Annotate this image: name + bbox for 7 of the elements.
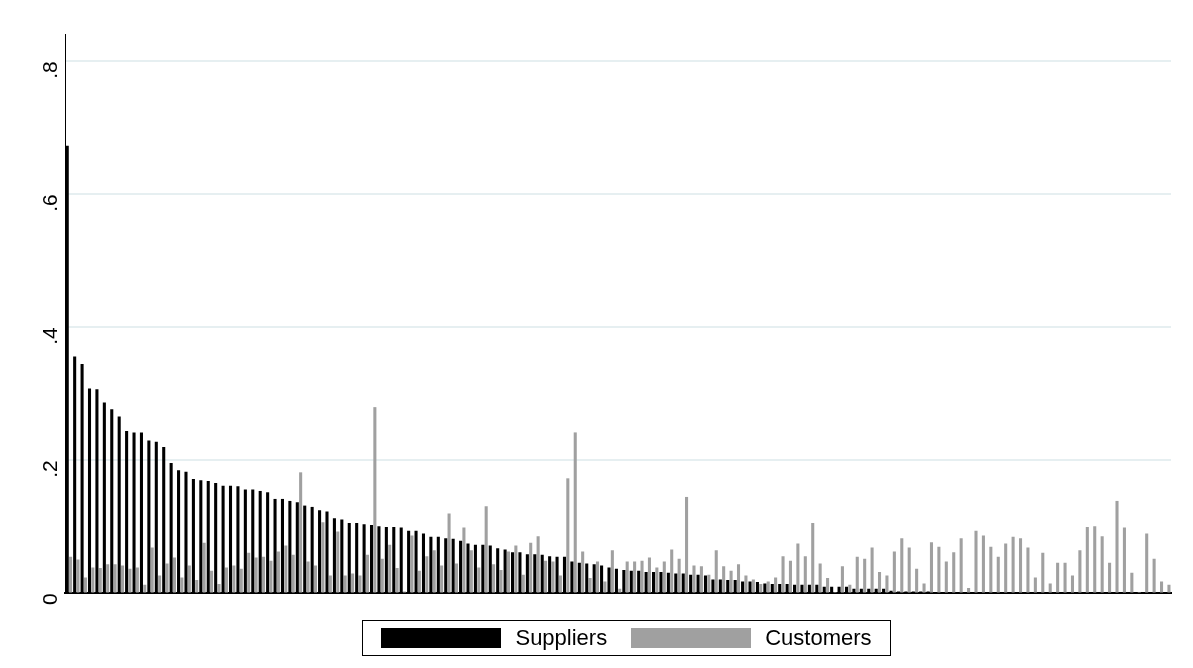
- y-tick-label: 0: [38, 593, 61, 606]
- y-tick-label: .8: [38, 61, 61, 79]
- y-tick-label: .2: [38, 460, 61, 478]
- y-tick-label: .4: [38, 326, 61, 345]
- series-label: Customers: [765, 625, 872, 651]
- series-label: Suppliers: [515, 625, 608, 651]
- y-tick-label: .6: [38, 194, 61, 212]
